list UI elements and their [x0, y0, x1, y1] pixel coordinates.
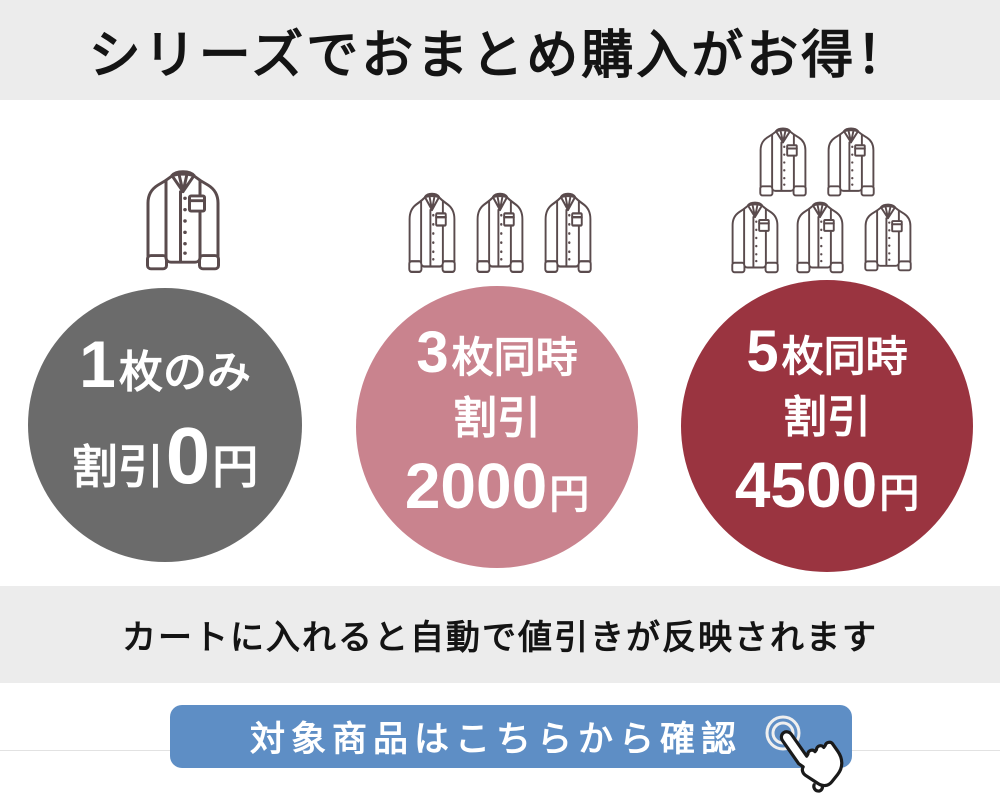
shirt-icon [476, 192, 524, 273]
tier2-quantity-line: 3枚同時 [416, 320, 578, 385]
discount-circle-5-items: 5枚同時 割引 4500円 [681, 280, 973, 572]
discount-circle-1-item: 1枚のみ 割引0円 [28, 288, 302, 562]
tier1-quantity-line: 1枚のみ [79, 327, 251, 401]
tier3-discount-label: 割引 [783, 393, 871, 442]
auto-discount-note: カートに入れると自動で値引きが反映されます [122, 619, 878, 657]
cta-label: 対象商品はこちらから確認 [249, 720, 742, 759]
shirt-icon [731, 201, 779, 274]
tier2-amount-line: 2000円 [404, 450, 590, 522]
discount-circle-3-items: 3枚同時 割引 2000円 [356, 286, 638, 568]
page-title: シリーズでおまとめ購入がお得！ [88, 26, 912, 85]
shirt-icon [146, 170, 220, 271]
tier2-discount-label: 割引 [453, 394, 541, 443]
shirt-icon [408, 192, 456, 273]
shirt-icon [864, 203, 912, 272]
shirt-icon [827, 127, 875, 197]
tier3-quantity-line: 5枚同時 [746, 319, 908, 384]
note-band: カートに入れると自動で値引きが反映されます [0, 586, 1000, 683]
shirt-icon [544, 192, 592, 273]
view-eligible-products-button[interactable]: 対象商品はこちらから確認 [170, 705, 852, 768]
shirt-icon [759, 127, 807, 197]
tier1-discount-line: 割引0円 [71, 411, 259, 500]
tap-hand-icon [769, 705, 866, 809]
shirt-icon [796, 201, 844, 274]
tier3-amount-line: 4500円 [734, 449, 920, 521]
header-band: シリーズでおまとめ購入がお得！ [0, 0, 1000, 100]
